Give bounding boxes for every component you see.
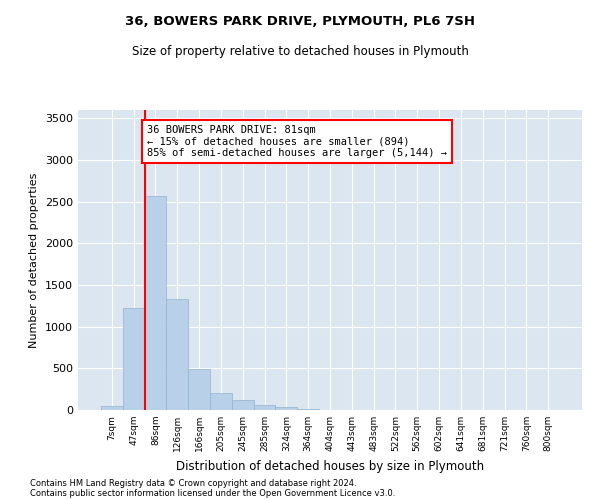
Text: Contains public sector information licensed under the Open Government Licence v3: Contains public sector information licen… bbox=[30, 488, 395, 498]
Bar bbox=[123, 308, 145, 410]
Bar bbox=[166, 299, 188, 410]
Bar bbox=[188, 369, 210, 410]
X-axis label: Distribution of detached houses by size in Plymouth: Distribution of detached houses by size … bbox=[176, 460, 484, 472]
Text: Contains HM Land Registry data © Crown copyright and database right 2024.: Contains HM Land Registry data © Crown c… bbox=[30, 478, 356, 488]
Y-axis label: Number of detached properties: Number of detached properties bbox=[29, 172, 40, 348]
Bar bbox=[232, 400, 254, 410]
Bar bbox=[210, 394, 232, 410]
Bar bbox=[275, 406, 297, 410]
Bar bbox=[254, 405, 275, 410]
Text: Size of property relative to detached houses in Plymouth: Size of property relative to detached ho… bbox=[131, 45, 469, 58]
Bar bbox=[145, 196, 166, 410]
Bar bbox=[297, 409, 319, 410]
Text: 36, BOWERS PARK DRIVE, PLYMOUTH, PL6 7SH: 36, BOWERS PARK DRIVE, PLYMOUTH, PL6 7SH bbox=[125, 15, 475, 28]
Bar bbox=[101, 406, 123, 410]
Text: 36 BOWERS PARK DRIVE: 81sqm
← 15% of detached houses are smaller (894)
85% of se: 36 BOWERS PARK DRIVE: 81sqm ← 15% of det… bbox=[147, 125, 447, 158]
